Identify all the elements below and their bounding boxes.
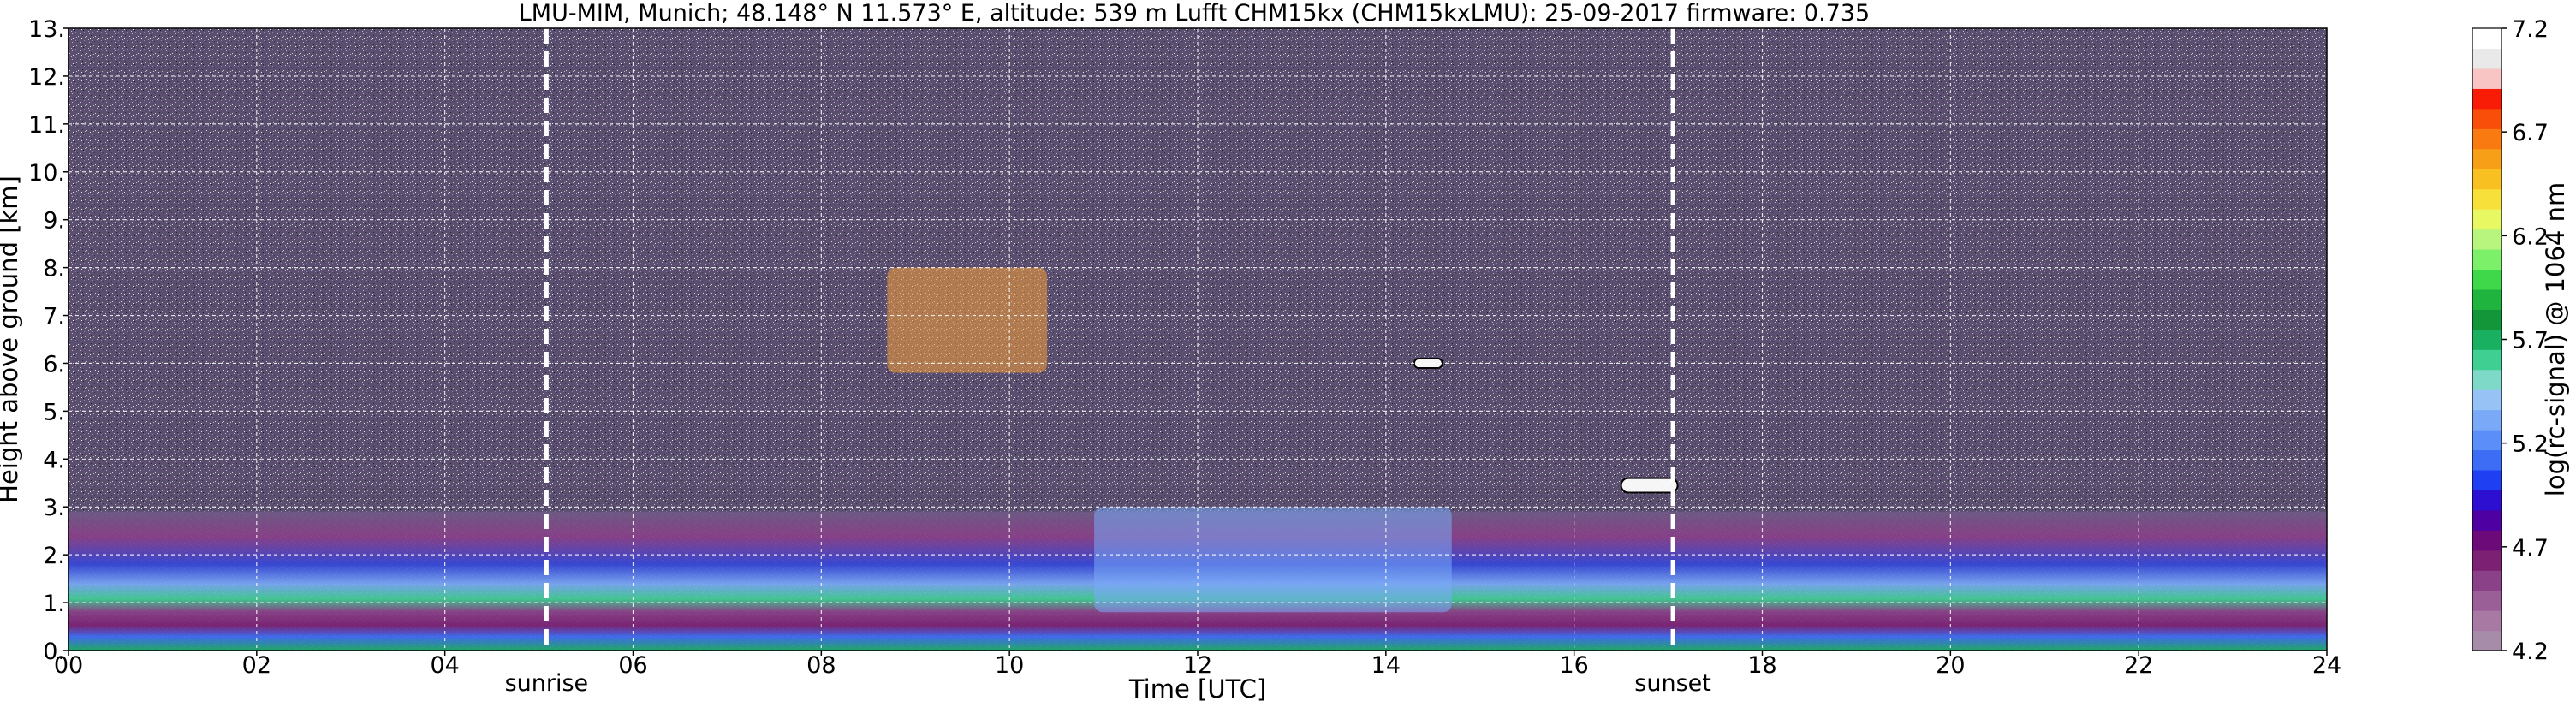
x-tick-label: 22 (2124, 652, 2153, 679)
colorbar-segment (2472, 169, 2502, 190)
colorbar-segment (2472, 48, 2502, 69)
colorbar-segment (2472, 288, 2502, 310)
colorbar-tick-label: 4.7 (2512, 535, 2549, 561)
colorbar-segment (2472, 329, 2502, 350)
x-tick-label: 18 (1747, 652, 1776, 679)
y-tick-label: 7. (43, 304, 65, 330)
colorbar-segment (2472, 430, 2502, 451)
y-tick-label: 1. (43, 591, 65, 617)
colorbar-segment (2472, 88, 2502, 110)
colorbar-segment (2472, 188, 2502, 210)
colorbar-segment (2472, 590, 2502, 611)
x-axis-ticks: 00 02 04 06 08 10 12 14 16 18 20 22 24 (54, 651, 2341, 679)
x-tick-label: 00 (54, 652, 83, 679)
colorbar-segment (2472, 550, 2502, 571)
colorbar-segment (2472, 209, 2502, 230)
colorbar-tick-label: 6.2 (2512, 223, 2549, 250)
colorbar-segment (2472, 409, 2502, 431)
y-tick-label: 4. (43, 447, 65, 473)
colorbar-segment (2472, 630, 2502, 651)
sunrise-label: sunrise (505, 670, 589, 697)
y-tick-label: 6. (43, 351, 65, 377)
y-tick-label: 8. (43, 256, 65, 282)
colorbar-segment (2472, 369, 2502, 390)
colorbar-tick-label: 5.2 (2512, 431, 2549, 458)
colorbar-segment (2472, 28, 2502, 50)
x-tick-label: 24 (2312, 652, 2341, 679)
feature-cirrus-2 (887, 267, 1048, 373)
x-tick-label: 08 (806, 652, 836, 679)
colorbar-tick-label: 5.7 (2512, 328, 2549, 354)
colorbar-segment (2472, 490, 2502, 511)
colorbar-tick-label: 6.7 (2512, 120, 2549, 146)
colorbar-segment (2472, 309, 2502, 330)
colorbar-segment (2472, 449, 2502, 471)
x-tick-label: 06 (618, 652, 647, 679)
colorbar-segment (2472, 108, 2502, 129)
y-tick-label: 12. (28, 64, 65, 91)
y-tick-label: 10. (28, 160, 65, 187)
colorbar-segment (2472, 248, 2502, 270)
x-tick-label: 04 (430, 652, 459, 679)
feature-cloud-3 (1620, 477, 1679, 494)
colorbar-segment (2472, 570, 2502, 591)
colorbar-segment (2472, 229, 2502, 250)
colorbar-segment (2472, 469, 2502, 490)
x-tick-label: 02 (242, 652, 271, 679)
x-tick-label: 16 (1559, 652, 1588, 679)
colorbar (2472, 27, 2502, 651)
x-tick-label: 12 (1183, 652, 1212, 679)
chart-title: LMU-MIM, Munich; 48.148° N 11.573° E, al… (519, 0, 1870, 27)
sun-markers: sunrise sunset (505, 28, 1711, 697)
y-axis-label: Height above ground [km] (0, 175, 23, 503)
y-tick-label: 9. (43, 208, 65, 235)
colorbar-tick-label: 4.2 (2512, 639, 2549, 665)
colorbar-segment (2472, 128, 2502, 150)
y-tick-label: 2. (43, 543, 65, 569)
y-tick-label: 11. (28, 112, 65, 139)
colorbar-tick-label: 7.2 (2512, 16, 2549, 43)
y-tick-label: 13. (28, 16, 65, 43)
y-axis-ticks: 0. 1. 2. 3. 4. 5. 6. 7. 8. 9. 10. 11. 12. 13. (28, 16, 68, 665)
x-tick-label: 20 (1936, 652, 1965, 679)
colorbar-label: log(rc-signal) @ 1064 nm (2541, 182, 2570, 496)
y-tick-label: 0. (43, 639, 65, 665)
colorbar-segment (2472, 148, 2502, 169)
colorbar-segment (2472, 530, 2502, 551)
colorbar-segment (2472, 269, 2502, 290)
feature-low-clouds-1 (1094, 507, 1452, 613)
colorbar-segment (2472, 509, 2502, 531)
x-tick-label: 10 (995, 652, 1024, 679)
colorbar-segment (2472, 68, 2502, 89)
x-axis-label: Time [UTC] (1128, 674, 1266, 704)
colorbar-segment (2472, 610, 2502, 632)
y-tick-label: 5. (43, 399, 65, 425)
colorbar-ticks: 4.2 4.7 5.2 5.7 6.2 6.7 7.2 (2502, 16, 2549, 665)
colorbar-segment (2472, 389, 2502, 411)
x-tick-label: 14 (1371, 652, 1401, 679)
colorbar-segment (2472, 349, 2502, 371)
sunset-label: sunset (1634, 670, 1711, 697)
grid-lines (68, 27, 2328, 651)
y-tick-label: 3. (43, 495, 65, 521)
